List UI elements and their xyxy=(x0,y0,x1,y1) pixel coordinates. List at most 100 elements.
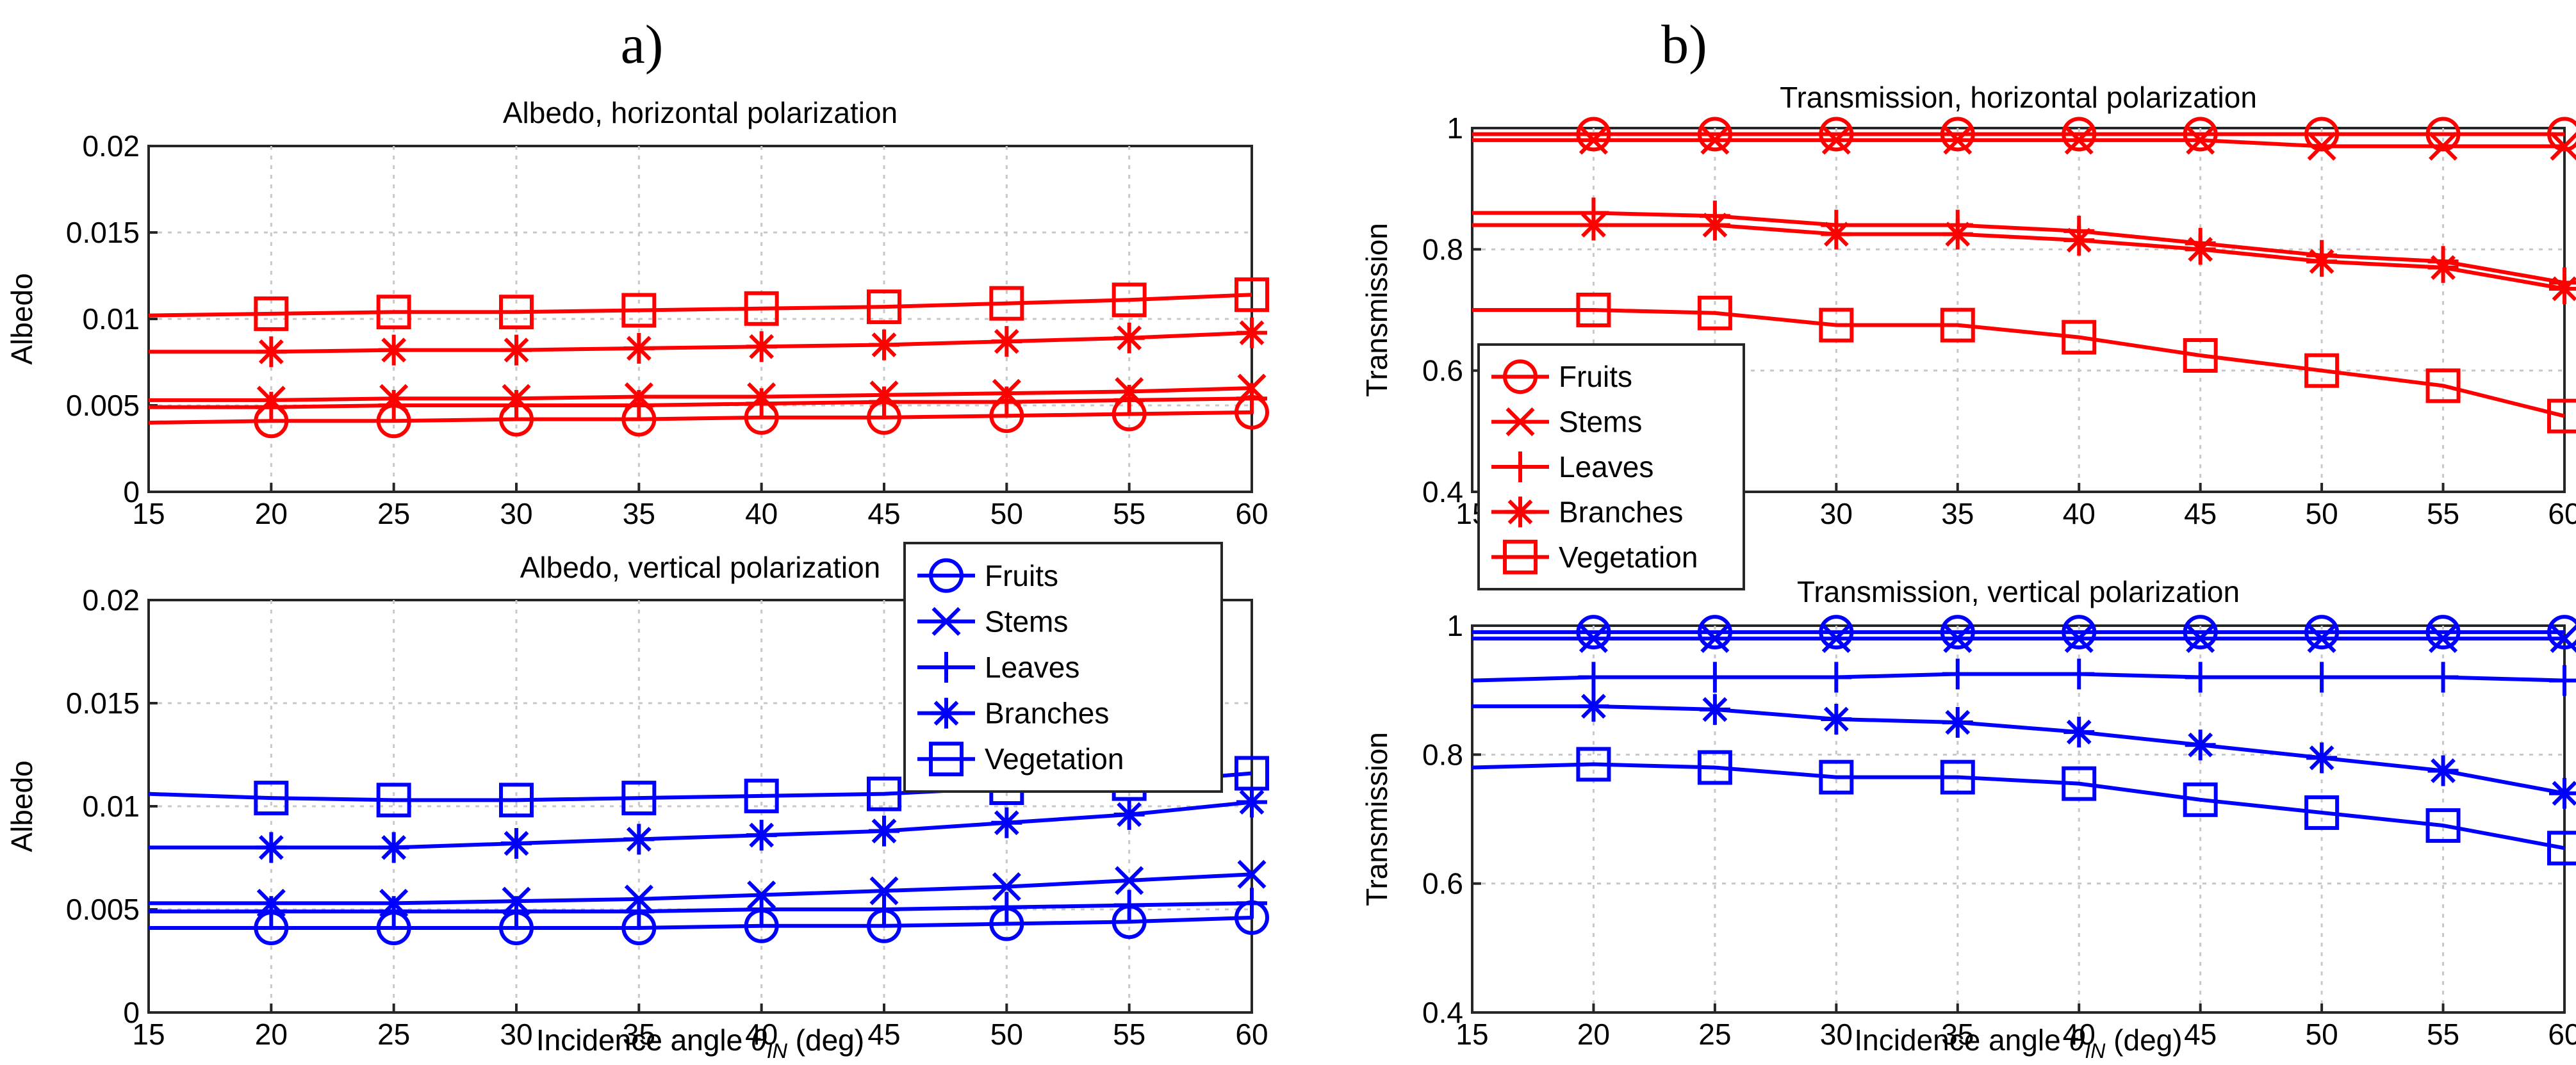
legend-item-branches: Branches xyxy=(1491,495,1683,528)
x-tick-label: 55 xyxy=(1113,497,1145,530)
data-point-square xyxy=(1819,307,1854,343)
x-tick-label: 60 xyxy=(1235,1018,1268,1051)
chart-1: 15 20 25 30 35 40 45 50 55 60 0 0.005 0.01 0.015 0.02 A… xyxy=(5,96,1269,1062)
data-point-star xyxy=(2427,755,2459,786)
data-point-star xyxy=(2549,777,2576,809)
x-tick-label: 45 xyxy=(2184,497,2217,530)
legend-label: Vegetation xyxy=(1559,541,1698,574)
legend-label: Stems xyxy=(985,605,1068,638)
legend-marker-star xyxy=(1505,496,1536,528)
data-point-square xyxy=(2425,808,2461,843)
series-vegetation xyxy=(148,277,1269,331)
data-point-star xyxy=(378,334,409,366)
chart-4: 15 20 25 30 35 40 45 50 55 60 0.4 0.6 0.8 1 Transmissi… xyxy=(1360,575,2576,1062)
x-tick-label: 60 xyxy=(2548,1018,2576,1051)
x-tick-label: 40 xyxy=(2063,1018,2096,1051)
data-point-square xyxy=(621,293,657,328)
data-point-plus xyxy=(501,896,532,927)
series-line xyxy=(149,872,1252,906)
x-tick-label: 35 xyxy=(1941,497,1974,530)
legend-item-vegetation: Vegetation xyxy=(1491,539,1698,574)
chart-title: Albedo, horizontal polarization xyxy=(503,96,898,129)
data-point-x xyxy=(2307,131,2336,161)
data-point-star xyxy=(1578,690,1609,722)
x-tick-label: 55 xyxy=(1113,1018,1145,1051)
data-point-plus xyxy=(2185,662,2216,693)
data-point-plus xyxy=(2549,665,2576,696)
series-line xyxy=(149,330,1252,354)
x-tick-label: 40 xyxy=(2063,497,2096,530)
legend-label: Fruits xyxy=(1559,360,1632,393)
data-point-circle xyxy=(1697,615,1732,650)
data-point-circle xyxy=(1940,117,1975,152)
data-point-x xyxy=(1237,859,1267,889)
x-tick-label: 15 xyxy=(132,1018,165,1051)
series-line xyxy=(1472,704,2565,795)
data-point-star xyxy=(256,336,287,368)
panel-label-a: a) xyxy=(621,13,664,75)
data-point-circle xyxy=(2425,615,2461,650)
data-point-circle xyxy=(2304,117,2340,152)
data-point-square xyxy=(1940,307,1975,343)
data-point-star xyxy=(2306,742,2338,774)
data-point-square xyxy=(867,776,901,811)
data-point-star xyxy=(2063,717,2095,748)
data-point-star xyxy=(2306,246,2338,277)
data-point-x xyxy=(2064,624,2094,653)
data-point-plus xyxy=(256,896,287,927)
data-point-circle xyxy=(1940,615,1975,650)
chart-title: Albedo, vertical polarization xyxy=(520,551,881,584)
data-point-x xyxy=(1579,126,1608,155)
y-tick-label: 0.6 xyxy=(1422,354,1463,387)
data-point-square xyxy=(1697,295,1732,330)
data-point-x xyxy=(1579,624,1608,653)
series-line xyxy=(148,293,1252,318)
data-point-star xyxy=(1821,703,1852,735)
x-tick-label: 50 xyxy=(990,497,1023,530)
series-line xyxy=(1472,672,2565,683)
series-line xyxy=(149,901,1252,914)
series-line xyxy=(1472,138,2564,149)
data-point-star xyxy=(1236,786,1267,818)
data-point-plus xyxy=(1578,662,1609,693)
y-axis-label: Transmission xyxy=(1360,732,1393,906)
series-stems xyxy=(1472,624,2576,653)
x-tick-label: 30 xyxy=(500,497,532,530)
data-point-star xyxy=(1942,707,1973,738)
x-tick-label: 40 xyxy=(745,497,778,530)
y-tick-label: 1 xyxy=(1447,609,1463,642)
data-point-square xyxy=(2062,766,2097,801)
legend-item-stems: Stems xyxy=(1491,405,1642,439)
data-point-square xyxy=(2062,320,2097,355)
data-point-circle xyxy=(2062,615,2097,650)
series-line xyxy=(149,386,1252,402)
data-point-x xyxy=(2307,624,2336,653)
charts-group: 15 20 25 30 35 40 45 50 55 60 0 0.005 0.01 0.015 0.02 A… xyxy=(5,81,2576,1062)
legend-marker-plus xyxy=(931,652,962,683)
data-point-circle xyxy=(1819,117,1854,152)
x-tick-label: 20 xyxy=(1577,1018,1610,1051)
legend: Fruits Stems Leaves Branches Vegetation xyxy=(1477,343,1745,590)
x-tick-label: 40 xyxy=(745,1018,778,1051)
x-axis-label: Incidence angle θIN (deg) xyxy=(1854,1023,2182,1062)
data-point-square xyxy=(2547,831,2576,866)
legend-marker-plus xyxy=(1505,451,1536,482)
y-tick-label: 0.4 xyxy=(1422,996,1463,1029)
x-tick-label: 35 xyxy=(1941,1018,1974,1051)
data-point-star xyxy=(2185,234,2216,265)
data-point-square xyxy=(1576,747,1611,782)
data-point-circle xyxy=(1819,615,1854,650)
y-tick-label: 0.005 xyxy=(66,389,140,422)
data-point-plus xyxy=(623,896,655,927)
legend-marker-square xyxy=(929,742,964,777)
data-point-x xyxy=(2429,624,2458,653)
data-point-circle xyxy=(2062,117,2097,152)
legend-label: Leaves xyxy=(985,651,1079,684)
series-line xyxy=(149,915,1252,930)
y-tick-label: 0.6 xyxy=(1422,867,1463,900)
data-point-square xyxy=(2183,782,2218,817)
series-branches xyxy=(149,317,1267,368)
data-point-square xyxy=(1235,277,1269,313)
x-tick-label: 30 xyxy=(1820,1018,1853,1051)
x-tick-label: 45 xyxy=(2184,1018,2217,1051)
